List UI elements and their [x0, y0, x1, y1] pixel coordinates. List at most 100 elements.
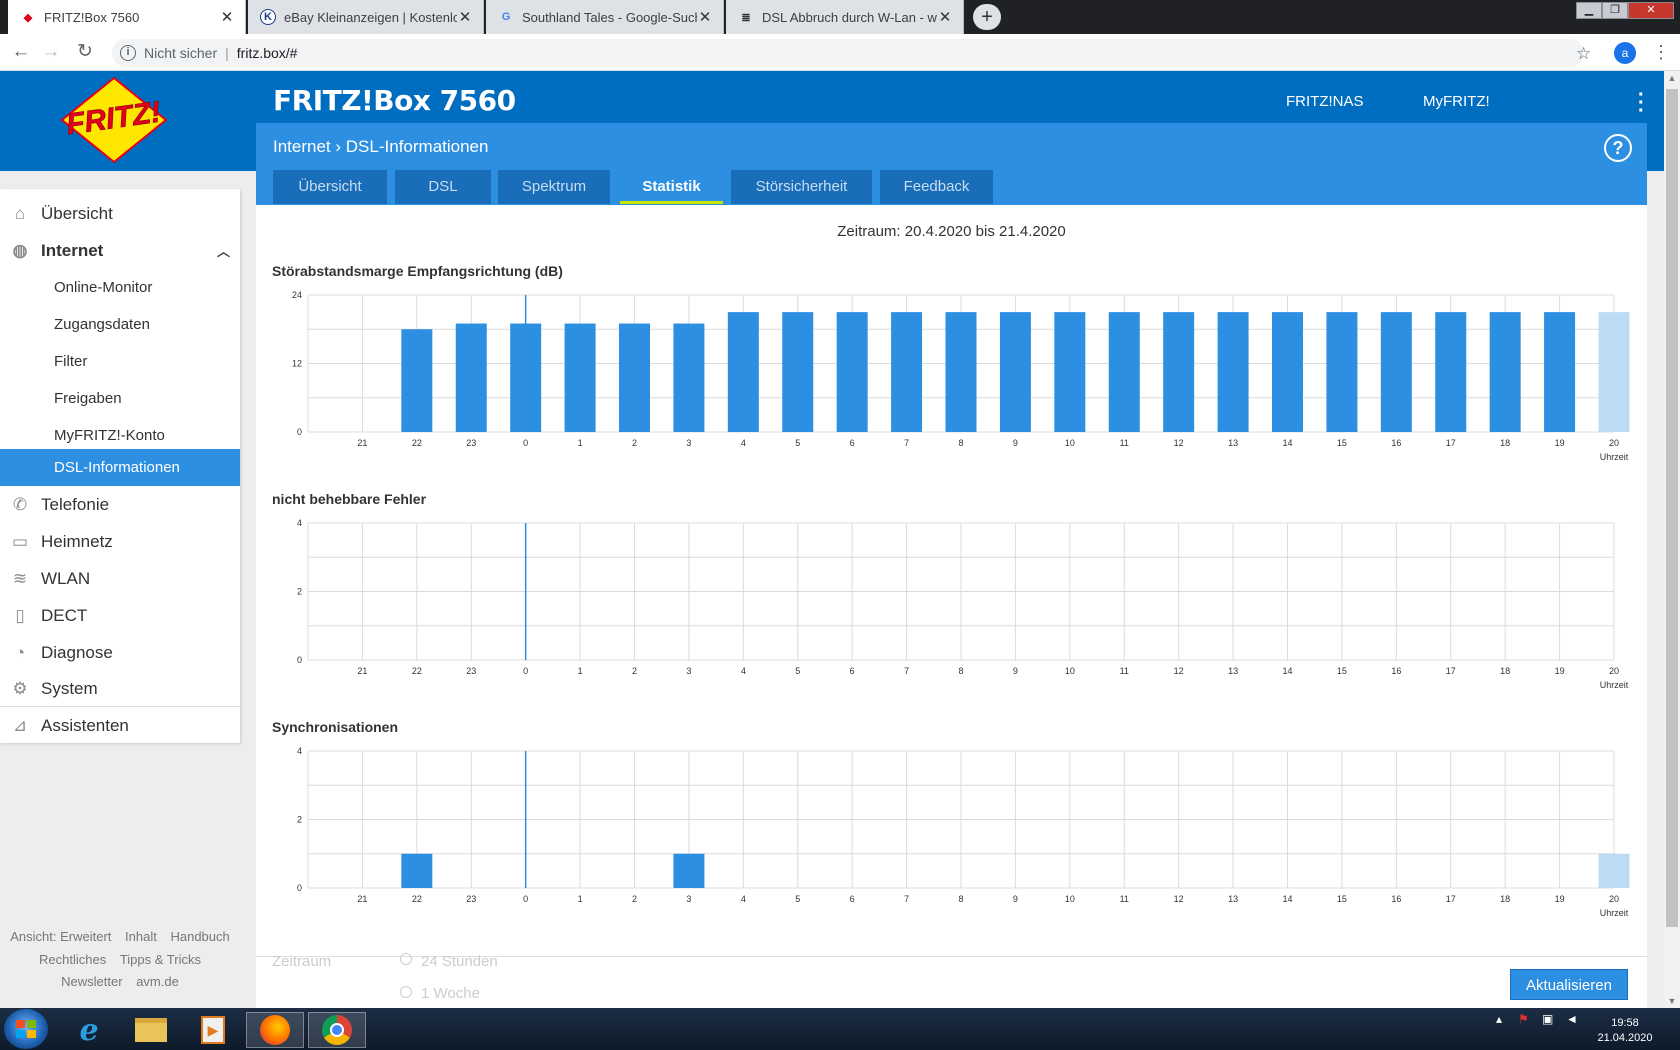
sidebar-item-uebersicht[interactable]: ⌂ Übersicht [0, 195, 240, 232]
chart-bar [999, 312, 1031, 432]
sidebar-item-wlan[interactable]: ≋ WLAN [0, 560, 240, 597]
x-tick-label: 15 [1337, 666, 1347, 676]
myfritz-link[interactable]: MyFRITZ! [1423, 93, 1490, 110]
footer-link-newsletter[interactable]: Newsletter [61, 974, 123, 989]
ebay-kleinanzeigen-favicon-icon: K [260, 9, 276, 25]
close-tab-icon[interactable]: ✕ [220, 9, 234, 26]
fritz-nas-link[interactable]: FRITZ!NAS [1286, 93, 1364, 110]
browser-menu-icon[interactable]: ⋮ [1652, 42, 1670, 62]
footer-link-handbuch[interactable]: Handbuch [170, 929, 230, 944]
sidebar-subitem-filter[interactable]: Filter [54, 353, 88, 370]
tray-expand-icon[interactable]: ▴ [1496, 1012, 1503, 1026]
radio-24h[interactable] [400, 953, 412, 965]
footer-link-rechtliches[interactable]: Rechtliches [39, 952, 107, 967]
chart-bar [1598, 853, 1630, 888]
x-tick-label: 1 [578, 666, 583, 676]
start-button[interactable] [4, 1009, 48, 1049]
radio-1week[interactable] [400, 986, 412, 998]
action-center-flag-icon[interactable]: ⚑ [1518, 1012, 1529, 1026]
update-button[interactable]: Aktualisieren [1510, 969, 1628, 1000]
y-tick-label: 4 [297, 746, 302, 756]
x-tick-label: 3 [686, 894, 691, 904]
chrome-icon[interactable] [308, 1012, 366, 1048]
network-tray-icon[interactable]: ▣ [1542, 1012, 1554, 1026]
x-tick-label: 0 [523, 438, 528, 448]
chart-bar [1544, 312, 1576, 432]
x-tick-label: 22 [412, 894, 422, 904]
browser-tab-google[interactable]: G Southland Tales - Google-Suche ✕ [486, 0, 724, 34]
taskbar-clock[interactable]: 19:58 21.04.2020 [1594, 1016, 1656, 1046]
browser-tab-ebay[interactable]: K eBay Kleinanzeigen | Kostenlos. E ✕ [248, 0, 484, 34]
fritz-logo[interactable]: FRITZ! [60, 76, 168, 164]
tab-stoersicherheit[interactable]: Störsicherheit [731, 170, 872, 204]
sidebar-subitem-dsl-informationen[interactable]: DSL-Informationen [0, 449, 240, 486]
breadcrumb-section[interactable]: Internet [273, 137, 331, 156]
x-tick-label: 21 [357, 894, 367, 904]
chart-bar [673, 853, 705, 888]
sidebar-item-system[interactable]: ⚙ System [0, 670, 240, 707]
bookmark-star-icon[interactable]: ☆ [1576, 44, 1592, 63]
info-icon[interactable]: i [120, 45, 136, 61]
tab-dsl[interactable]: DSL [395, 170, 491, 204]
clock-date: 21.04.2020 [1597, 1032, 1653, 1044]
new-tab-button[interactable]: + [973, 4, 1001, 30]
chevron-up-icon[interactable]: ︿ [216, 244, 230, 259]
close-tab-icon[interactable]: ✕ [458, 9, 472, 26]
forward-arrow-icon[interactable]: → [41, 41, 61, 62]
firefox-icon[interactable] [246, 1012, 304, 1048]
sidebar-item-telefonie[interactable]: ✆ Telefonie [0, 486, 240, 523]
maximize-button[interactable]: ❐ [1602, 2, 1628, 19]
internet-explorer-icon[interactable]: e [79, 1012, 99, 1048]
x-tick-label: 15 [1337, 894, 1347, 904]
volume-icon[interactable]: ◄ [1566, 1012, 1578, 1026]
window-controls: ▁ ❐ ✕ [1576, 2, 1674, 19]
chart-bar [1054, 312, 1086, 432]
media-player-icon[interactable]: ▶ [184, 1012, 242, 1048]
tab-spektrum[interactable]: Spektrum [498, 170, 610, 204]
footer-link-tipps[interactable]: Tipps & Tricks [119, 952, 201, 967]
breadcrumb-chevron-icon: › [335, 137, 346, 156]
sidebar-item-dect[interactable]: ▯ DECT [0, 597, 240, 634]
browser-tab-forum[interactable]: ≣ DSL Abbruch durch W-Lan - wer ✕ [726, 0, 964, 34]
minimize-button[interactable]: ▁ [1576, 2, 1602, 19]
scroll-up-icon[interactable]: ▲ [1667, 73, 1677, 83]
url-field[interactable]: i Nicht sicher | fritz.box/# [112, 39, 1584, 67]
chart-bar [1217, 312, 1249, 432]
footer-link-avm[interactable]: avm.de [136, 974, 179, 989]
browser-tab-fritzbox[interactable]: ◆ FRITZ!Box 7560 ✕ [8, 0, 246, 34]
reload-icon[interactable]: ↻ [77, 41, 93, 62]
chart-bar [1272, 312, 1303, 432]
tab-statistik[interactable]: Statistik [620, 170, 723, 204]
back-arrow-icon[interactable]: ← [11, 41, 31, 62]
profile-avatar[interactable]: a [1614, 42, 1636, 64]
sidebar-subitem-myfritz-konto[interactable]: MyFRITZ!-Konto [54, 427, 165, 444]
sidebar-item-heimnetz[interactable]: ▭ Heimnetz [0, 523, 240, 560]
scrollbar-thumb[interactable] [1666, 89, 1678, 927]
tab-uebersicht[interactable]: Übersicht [273, 170, 387, 204]
sidebar-subitem-zugangsdaten[interactable]: Zugangsdaten [54, 316, 150, 333]
more-menu-icon[interactable]: · · · [1638, 84, 1645, 122]
radio-1week-label[interactable]: 1 Woche [421, 985, 480, 1002]
x-tick-label: 12 [1174, 666, 1184, 676]
sidebar-item-internet[interactable]: ◍ Internet ︿ [0, 232, 240, 269]
footer-link-ansicht[interactable]: Ansicht: Erweitert [10, 929, 112, 944]
url-text: fritz.box/# [236, 45, 298, 61]
x-tick-label: 1 [578, 438, 583, 448]
tab-feedback[interactable]: Feedback [880, 170, 993, 204]
sidebar-item-diagnose[interactable]: ◔ Diagnose [0, 634, 240, 671]
sidebar-subitem-online-monitor[interactable]: Online-Monitor [54, 279, 153, 296]
close-window-button[interactable]: ✕ [1628, 2, 1674, 19]
close-tab-icon[interactable]: ✕ [938, 9, 952, 26]
close-tab-icon[interactable]: ✕ [698, 9, 712, 26]
sidebar-item-assistenten[interactable]: ⊿ Assistenten [0, 707, 240, 744]
footer-link-inhalt[interactable]: Inhalt [125, 929, 157, 944]
radio-24h-label[interactable]: 24 Stunden [421, 953, 498, 970]
help-icon[interactable]: ? [1604, 134, 1632, 162]
explorer-icon[interactable] [122, 1012, 180, 1048]
sidebar-item-label: Heimnetz [41, 531, 113, 551]
chart-bar [619, 323, 650, 432]
sidebar-subitem-freigaben[interactable]: Freigaben [54, 390, 122, 407]
page-scrollbar[interactable]: ▲ ▼ [1664, 71, 1680, 1008]
scroll-down-icon[interactable]: ▼ [1667, 996, 1677, 1006]
